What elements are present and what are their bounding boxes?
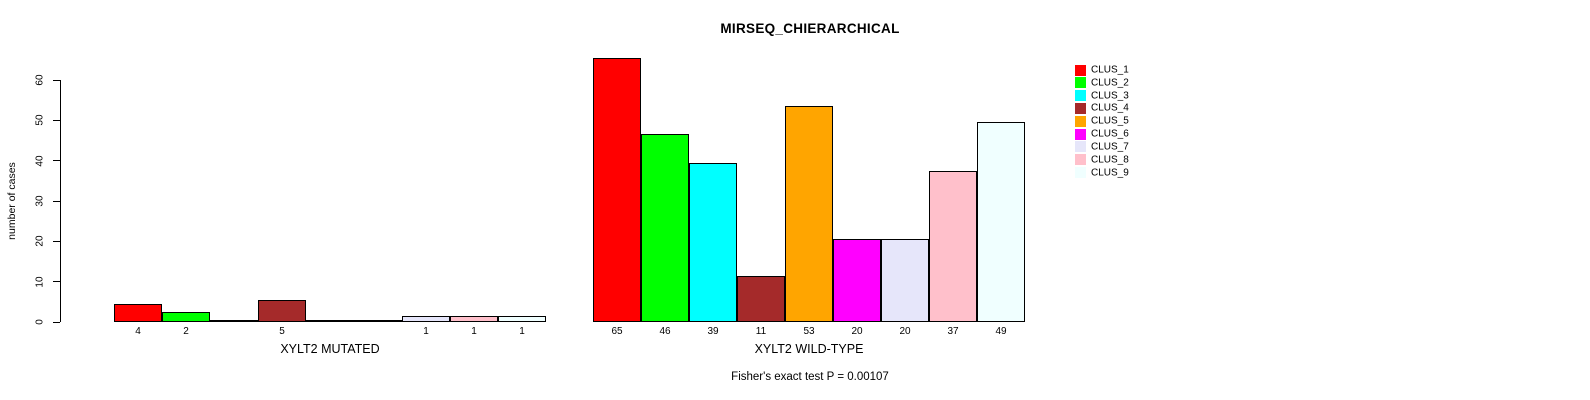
bar <box>306 320 354 322</box>
y-tick-label: 30 <box>34 195 46 207</box>
chart-title: MIRSEQ_CHIERARCHICAL <box>720 21 900 36</box>
legend-swatch <box>1075 128 1086 140</box>
y-tick <box>53 79 60 81</box>
bar <box>402 316 450 322</box>
y-tick <box>53 200 60 202</box>
group-label-mutated: XYLT2 MUTATED <box>280 342 380 356</box>
bar-value-label: 65 <box>611 326 623 337</box>
bar <box>450 316 498 322</box>
bar <box>785 106 833 322</box>
legend-swatch <box>1075 141 1086 153</box>
bar <box>162 312 210 322</box>
y-axis-label: number of cases <box>6 162 18 240</box>
bar <box>498 316 546 322</box>
bar <box>641 134 689 322</box>
bar-value-label: 1 <box>471 326 477 337</box>
legend-swatch <box>1075 77 1086 89</box>
bar-value-label: 46 <box>659 326 671 337</box>
bar-value-label: 20 <box>851 326 863 337</box>
bar <box>354 320 402 322</box>
bar <box>258 300 306 322</box>
bar <box>881 239 929 322</box>
legend-item-label: CLUS_2 <box>1091 77 1129 89</box>
legend-item-label: CLUS_4 <box>1091 102 1129 114</box>
y-tick-label: 60 <box>34 74 46 86</box>
bar-value-label: 53 <box>803 326 815 337</box>
y-tick-label: 40 <box>34 155 46 167</box>
bar-value-label: 37 <box>947 326 959 337</box>
legend-item-label: CLUS_8 <box>1091 154 1129 166</box>
legend-item-label: CLUS_9 <box>1091 167 1129 179</box>
y-tick-label: 10 <box>34 276 46 288</box>
bar <box>737 276 785 322</box>
bar-value-label: 39 <box>707 326 719 337</box>
y-tick-label: 50 <box>34 114 46 126</box>
legend-swatch <box>1075 102 1086 114</box>
bar-value-label: 1 <box>423 326 429 337</box>
bar <box>833 239 881 322</box>
bar <box>977 122 1025 322</box>
legend-item-label: CLUS_6 <box>1091 128 1129 140</box>
bar <box>114 304 162 322</box>
legend-item-label: CLUS_1 <box>1091 64 1129 76</box>
bar <box>689 163 737 322</box>
legend-swatch <box>1075 115 1086 127</box>
y-tick-label: 20 <box>34 235 46 247</box>
bar-value-label: 11 <box>755 326 767 337</box>
legend-swatch <box>1075 64 1086 76</box>
legend-item-label: CLUS_5 <box>1091 115 1129 127</box>
bar <box>929 171 977 322</box>
y-tick <box>53 321 60 323</box>
footer-stat: Fisher's exact test P = 0.00107 <box>731 371 889 383</box>
bar-value-label: 5 <box>279 326 285 337</box>
group-label-wildtype: XYLT2 WILD-TYPE <box>754 342 864 356</box>
y-axis <box>60 80 61 322</box>
bar-value-label: 4 <box>135 326 141 337</box>
bar-value-label: 49 <box>995 326 1007 337</box>
bar <box>593 58 641 322</box>
legend-swatch <box>1075 90 1086 102</box>
y-tick <box>53 119 60 121</box>
legend-item-label: CLUS_3 <box>1091 90 1129 102</box>
bar-value-label: 20 <box>899 326 911 337</box>
legend-item-label: CLUS_7 <box>1091 141 1129 153</box>
bar-value-label: 2 <box>183 326 189 337</box>
y-tick-label: 0 <box>34 319 46 325</box>
y-tick <box>53 281 60 283</box>
bar <box>210 320 258 322</box>
y-tick <box>53 240 60 242</box>
legend-swatch <box>1075 154 1086 166</box>
legend-swatch <box>1075 167 1086 179</box>
bar-value-label: 1 <box>519 326 525 337</box>
y-tick <box>53 160 60 162</box>
